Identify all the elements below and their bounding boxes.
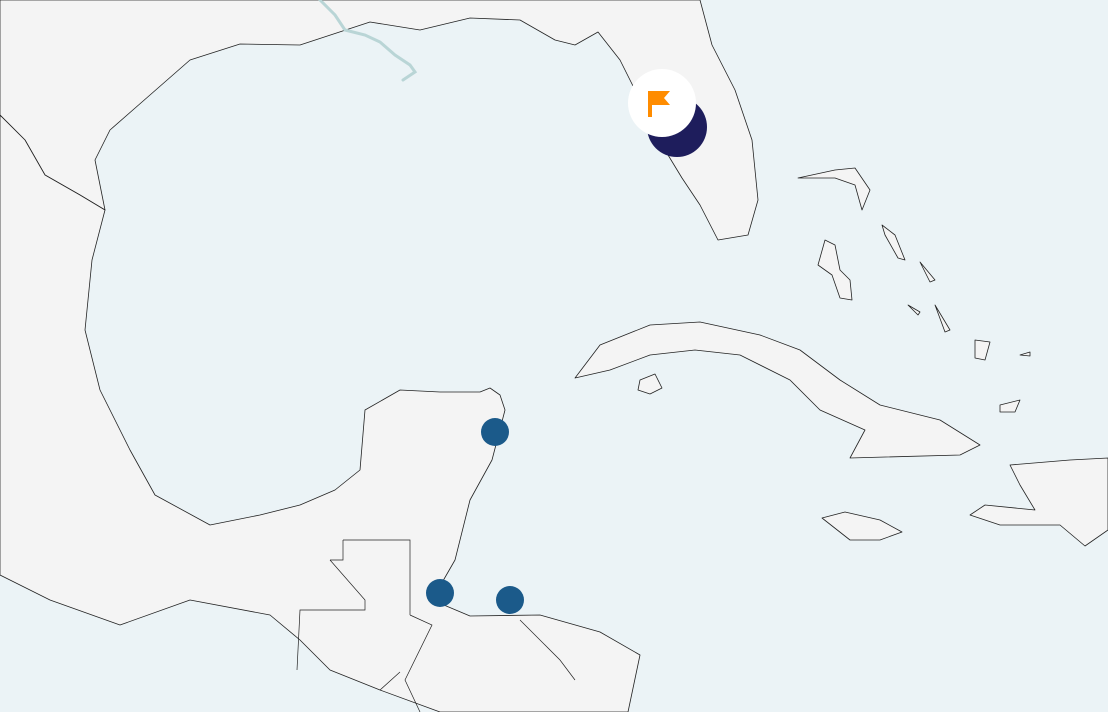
map-marker-cancun[interactable]	[481, 418, 509, 446]
isla-de-la-juventud	[637, 373, 663, 395]
north-central-america-landmass	[0, 0, 759, 241]
cuba	[574, 321, 981, 459]
marker-cluster[interactable]	[628, 69, 707, 157]
hispaniola	[969, 457, 1108, 547]
mississippi-river	[318, 0, 418, 82]
mexico-central-america	[0, 114, 641, 712]
map-marker-roatan[interactable]	[496, 586, 524, 614]
bahamas	[797, 167, 1031, 413]
map-marker-belize[interactable]	[426, 579, 454, 607]
country-border	[296, 539, 576, 712]
jamaica	[821, 511, 903, 541]
flag-icon	[648, 91, 670, 117]
